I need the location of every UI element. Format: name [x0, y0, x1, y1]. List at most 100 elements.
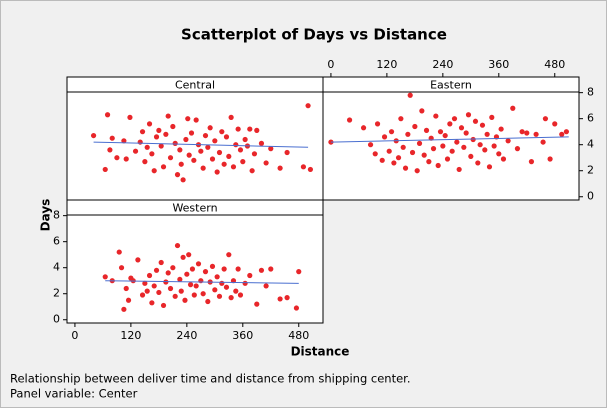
point	[423, 127, 430, 133]
point	[412, 123, 418, 130]
point	[416, 140, 423, 146]
point	[360, 125, 367, 131]
point	[435, 162, 441, 169]
point	[198, 278, 204, 284]
y-tick-label: 0	[587, 190, 594, 203]
point	[484, 131, 490, 137]
point	[372, 151, 378, 157]
point	[414, 168, 420, 174]
point	[456, 166, 462, 173]
point	[468, 153, 474, 160]
point	[277, 165, 283, 171]
point	[172, 140, 178, 146]
point	[121, 306, 127, 312]
point	[409, 149, 416, 156]
point	[167, 155, 174, 161]
point	[158, 143, 164, 149]
point	[178, 288, 184, 294]
point	[186, 252, 192, 258]
y-tick-label: 6	[53, 235, 60, 248]
x-tick-label: 360	[232, 329, 253, 342]
point	[386, 148, 392, 154]
x-tick-label: 480	[544, 58, 565, 71]
point	[235, 126, 241, 132]
point	[185, 116, 191, 122]
point	[489, 114, 495, 120]
point	[552, 121, 558, 127]
point	[533, 131, 539, 137]
point	[451, 116, 458, 122]
point	[235, 266, 241, 272]
point	[139, 129, 146, 135]
point	[421, 152, 427, 158]
point	[198, 148, 204, 154]
y-tick-label: 8	[53, 209, 60, 222]
fit-line	[330, 136, 569, 143]
point	[374, 121, 381, 127]
y-tick-label: 4	[587, 138, 594, 151]
point	[402, 165, 409, 171]
point	[193, 283, 199, 289]
point	[500, 156, 507, 162]
point	[90, 132, 97, 139]
point	[184, 271, 190, 277]
point	[212, 138, 218, 144]
point	[400, 144, 406, 150]
point	[242, 136, 248, 143]
y-tick-label: 0	[53, 313, 60, 326]
chart-title: Scatterplot of Days vs Distance	[181, 26, 447, 44]
point	[165, 113, 171, 119]
point	[228, 114, 234, 120]
point	[186, 152, 192, 158]
point	[463, 130, 469, 136]
point	[293, 305, 300, 311]
point	[146, 272, 153, 279]
point	[447, 121, 453, 127]
point	[132, 148, 139, 154]
point	[180, 254, 186, 260]
point	[305, 103, 311, 109]
y-tick-label: 6	[587, 112, 594, 125]
x-tick-label: 0	[71, 329, 78, 342]
point	[200, 165, 206, 171]
point	[191, 157, 197, 163]
point	[251, 151, 258, 157]
point	[379, 157, 385, 163]
point	[247, 272, 253, 279]
point	[104, 112, 111, 118]
point	[146, 121, 153, 127]
point	[163, 131, 169, 137]
point	[391, 160, 397, 166]
point	[174, 242, 181, 249]
point	[454, 139, 460, 145]
x-tick-label: 360	[488, 58, 509, 71]
point	[254, 127, 260, 133]
y-tick-label: 2	[587, 164, 594, 177]
point	[149, 300, 155, 306]
point	[296, 269, 302, 275]
point	[514, 146, 521, 152]
y-tick-label: 4	[53, 261, 60, 274]
point	[107, 147, 113, 153]
point	[407, 92, 413, 98]
point	[300, 164, 307, 170]
point	[137, 139, 143, 145]
point	[160, 302, 167, 309]
point	[398, 116, 404, 122]
point	[109, 135, 115, 141]
point	[461, 144, 467, 150]
point	[465, 112, 472, 118]
point	[307, 166, 314, 173]
point	[475, 160, 481, 166]
point	[242, 280, 248, 286]
point	[559, 131, 565, 137]
point	[205, 298, 211, 305]
x-axis-label: Distance	[291, 345, 350, 359]
x-tick-label: 480	[288, 329, 309, 342]
point	[395, 155, 402, 161]
point	[440, 143, 446, 149]
point	[268, 146, 274, 152]
point	[139, 292, 146, 298]
point	[167, 285, 174, 292]
